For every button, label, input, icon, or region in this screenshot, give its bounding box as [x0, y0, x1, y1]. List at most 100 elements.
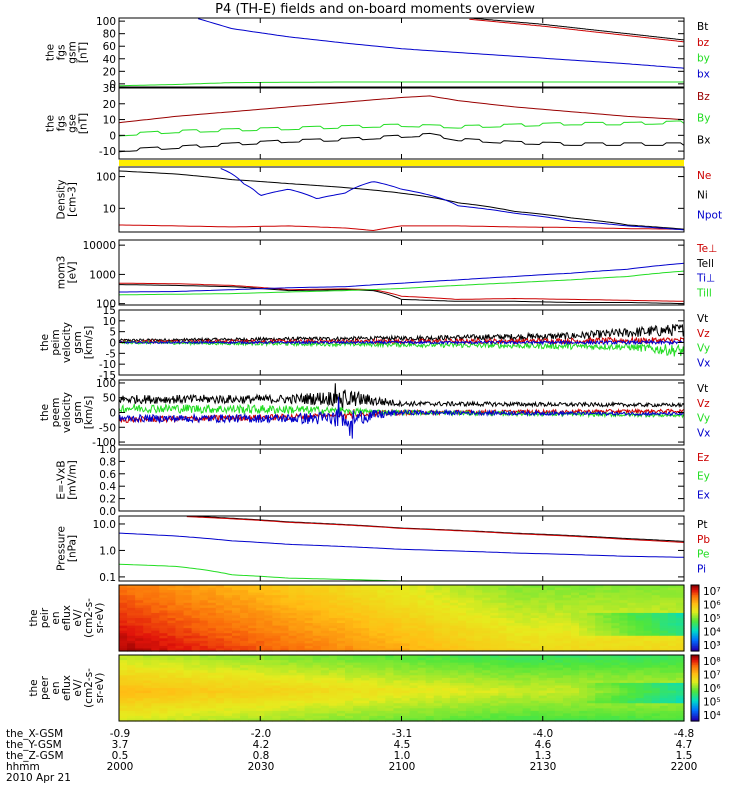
- spectrogram-cell: [659, 708, 669, 712]
- spectrogram-cell: [675, 713, 685, 717]
- spectrogram-cell: [538, 710, 548, 714]
- spectrogram-cell: [240, 675, 249, 679]
- spectrogram-cell: [506, 713, 516, 717]
- spectrogram-cell: [441, 682, 451, 687]
- spectrogram-cell: [409, 703, 419, 707]
- spectrogram-cell: [562, 618, 572, 622]
- spectrogram-cell: [417, 620, 427, 624]
- spectrogram-cell: [175, 700, 185, 704]
- spectrogram-cell: [320, 600, 330, 604]
- x-value: 1.5: [675, 750, 693, 762]
- spectrogram-cell: [135, 602, 144, 606]
- spectrogram-cell: [635, 672, 645, 676]
- spectrogram-cell: [296, 615, 306, 619]
- spectrogram-cell: [256, 612, 265, 617]
- spectrogram-cell: [377, 662, 386, 666]
- spectrogram-cell: [288, 633, 298, 637]
- page-title: P4 (TH-E) fields and on-board moments ov…: [215, 2, 535, 17]
- spectrogram-cell: [215, 620, 225, 624]
- spectrogram-cell: [619, 585, 629, 589]
- spectrogram-cell: [635, 595, 645, 599]
- spectrogram-cell: [240, 618, 249, 622]
- spectrogram-cell: [151, 587, 160, 591]
- spectrogram-cell: [199, 672, 209, 676]
- spectrogram-cell: [207, 675, 217, 679]
- spectrogram-cell: [571, 640, 580, 644]
- spectrogram-cell: [571, 618, 580, 622]
- spectrogram-cell: [207, 662, 217, 666]
- spectrogram-cell: [336, 585, 346, 589]
- spectrogram-cell: [538, 618, 548, 622]
- spectrogram-cell: [433, 710, 443, 714]
- spectrogram-cell: [143, 682, 152, 687]
- spectrogram-cell: [119, 662, 128, 666]
- spectrogram-cell: [603, 585, 612, 589]
- spectrogram-cell: [667, 715, 677, 720]
- spectrogram-cell: [215, 597, 225, 601]
- spectrogram-cell: [474, 677, 483, 681]
- spectrogram-cell: [611, 690, 621, 694]
- spectrogram-cell: [627, 640, 637, 644]
- spectrogram-cell: [127, 610, 136, 614]
- spectrogram-cell: [579, 597, 588, 601]
- spectrogram-cell: [183, 595, 193, 599]
- spectrogram-cell: [183, 715, 193, 720]
- spectrogram-cell: [562, 672, 572, 676]
- spectrogram-cell: [280, 655, 290, 659]
- spectrogram-cell: [595, 592, 604, 596]
- spectrogram-cell: [603, 685, 612, 689]
- spectrogram-cell: [151, 713, 160, 717]
- spectrogram-cell: [595, 602, 604, 606]
- spectrogram-cell: [627, 690, 637, 694]
- spectrogram-cell: [345, 657, 354, 661]
- spectrogram-cell: [449, 657, 459, 661]
- spectrogram-cell: [369, 677, 378, 681]
- spectrogram-cell: [530, 688, 540, 692]
- spectrogram-cell: [312, 597, 322, 601]
- spectrogram-cell: [635, 705, 645, 709]
- spectrogram-cell: [296, 718, 306, 722]
- spectrogram-cell: [159, 640, 169, 644]
- spectrogram-cell: [135, 695, 144, 699]
- spectrogram-cell: [425, 713, 435, 717]
- spectrogram-cell: [207, 700, 217, 704]
- spectrogram-cell: [127, 590, 136, 594]
- spectrogram-cell: [312, 705, 322, 709]
- spectrogram-cell: [159, 655, 169, 659]
- spectrogram-cell: [272, 607, 282, 611]
- spectrogram-cell: [449, 602, 459, 606]
- spectrogram-cell: [345, 708, 354, 712]
- spectrogram-cell: [675, 585, 685, 589]
- spectrogram-cell: [595, 597, 604, 601]
- spectrogram-cell: [530, 597, 540, 601]
- spectrogram-cell: [191, 695, 201, 699]
- spectrogram-cell: [248, 602, 257, 606]
- y-axis-label: the: [45, 44, 57, 61]
- spectrogram-cell: [595, 698, 604, 702]
- spectrogram-cell: [215, 590, 225, 594]
- spectrogram-cell: [320, 655, 330, 659]
- spectrogram-cell: [579, 638, 588, 642]
- spectrogram-cell: [345, 685, 354, 689]
- spectrogram-cell: [377, 587, 386, 591]
- spectrogram-cell: [482, 628, 491, 632]
- spectrogram-cell: [312, 662, 322, 666]
- spectrogram-cell: [401, 690, 411, 694]
- spectrogram-cell: [183, 710, 193, 714]
- spectrogram-cell: [498, 672, 508, 676]
- spectrogram-cell: [595, 680, 604, 684]
- spectrogram-cell: [635, 597, 645, 601]
- spectrogram-cell: [369, 623, 378, 627]
- spectrogram-cell: [191, 680, 201, 684]
- spectrogram-cell: [627, 662, 637, 666]
- spectrogram-cell: [562, 677, 572, 681]
- spectrogram-cell: [336, 643, 346, 647]
- spectrogram-cell: [191, 643, 201, 647]
- spectrogram-cell: [425, 662, 435, 666]
- spectrogram-cell: [401, 587, 411, 591]
- spectrogram-cell: [449, 628, 459, 632]
- spectrogram-cell: [272, 592, 282, 596]
- y-tick-label: 100: [96, 378, 116, 390]
- spectrogram-cell: [240, 620, 249, 624]
- spectrogram-cell: [619, 718, 629, 722]
